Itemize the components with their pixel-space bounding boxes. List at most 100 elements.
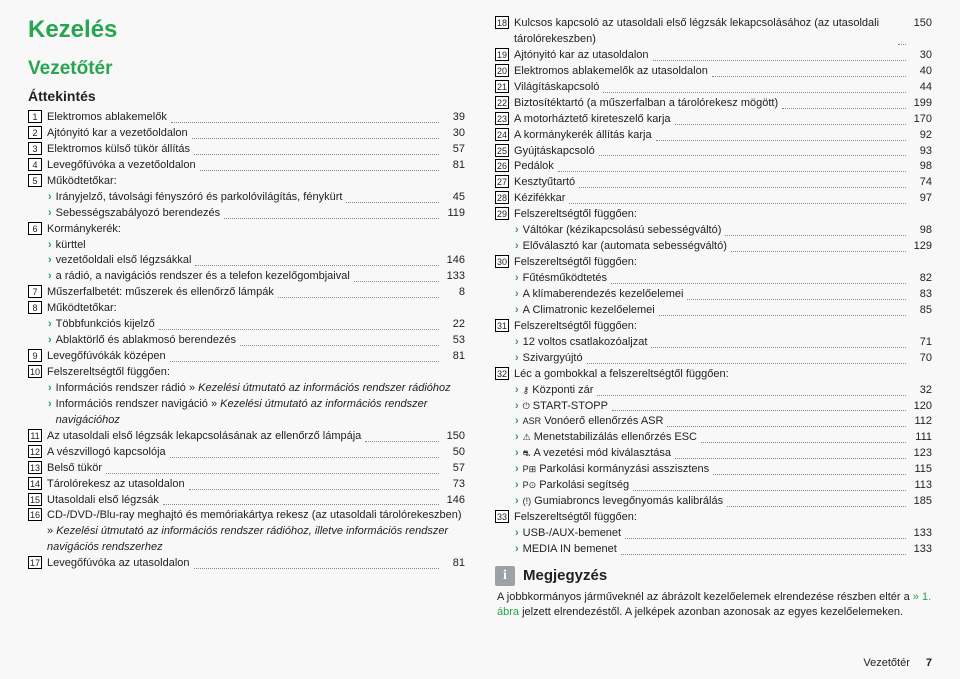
toc-page: 113 [910,478,932,494]
leader-line [611,283,906,284]
info-icon: i [495,566,515,586]
toc-page: 93 [910,144,932,160]
toc-row: 25Gyújtáskapcsoló93 [495,144,932,160]
leader-line [194,154,439,155]
toc-page: 70 [910,351,932,367]
leader-line [633,490,906,491]
toc-row: ›A Climatronic kezelőelemei85 [495,303,932,319]
toc-page: 98 [910,159,932,175]
symbol-glyph: ⚠ [523,431,531,444]
toc-page: 98 [910,223,932,239]
toc-page: 123 [910,446,932,462]
leader-line [192,138,439,139]
toc-label: CD-/DVD-/Blu-ray meghajtó és memóriakárt… [47,508,465,556]
toc-row: 3Elektromos külső tükör állítás57 [28,142,465,158]
toc-label: A klímaberendezés kezelőelemei [523,287,684,303]
toc-label: Irányjelző, távolsági fényszóró és parko… [56,190,343,206]
leader-line [612,410,906,411]
toc-page: 150 [443,429,465,445]
toc-row: 18Kulcsos kapcsoló az utasoldali első lé… [495,16,932,48]
toc-row: ›Információs rendszer rádió » Kezelési ú… [28,381,465,397]
item-number-box: 10 [28,365,42,378]
toc-row: 30Felszereltségtől függően: [495,255,932,271]
leader-line [200,170,439,171]
toc-row: 6 Kormánykerék: [28,222,465,238]
toc-page: 39 [443,110,465,126]
toc-label: Levegőfúvóka a vezetőoldalon [47,158,196,174]
toc-row: ›Szivargyújtó70 [495,351,932,367]
toc-label: Szivargyújtó [523,351,583,367]
toc-row: 24A kormánykerék állítás karja92 [495,128,932,144]
note-text: A jobbkormányos járműveknél az ábrázolt … [495,590,932,621]
toc-label: MEDIA IN bemenet [523,542,617,558]
arrow-icon: › [515,399,519,415]
leader-line [354,281,439,282]
leader-line [278,297,439,298]
toc-row: 22Biztosítéktartó (a műszerfalban a táro… [495,96,932,112]
leader-line [240,345,439,346]
toc-label: START-STOPP [533,399,608,415]
toc-page: 119 [443,206,465,222]
toc-row: ›Fűtésműködtetés82 [495,271,932,287]
toc-label: Kézifékkar [514,191,565,207]
toc-label: Váltókar (kézikapcsolású sebességváltó) [523,223,722,239]
leader-line [224,218,439,219]
toc-row: ›kürttel [28,238,465,254]
subsection-title: Áttekintés [28,88,465,104]
toc-page: 73 [443,477,465,493]
toc-row: ›P⊞Parkolási kormányzási asszisztens115 [495,462,932,478]
toc-row: 29Felszereltségtől függően: [495,207,932,223]
toc-row: ›a rádió, a navigációs rendszer és a tel… [28,269,465,285]
arrow-icon: › [48,317,52,333]
toc-page: 146 [443,493,465,509]
toc-label: Az utasoldali első légzsák lekapcsolásán… [47,429,361,445]
toc-page: 8 [443,285,465,301]
toc-label: Kormánykerék: [47,222,121,238]
leader-line [713,474,906,475]
toc-page: 81 [443,158,465,174]
toc-row: ›A klímaberendezés kezelőelemei83 [495,287,932,303]
toc-label: Központi zár [532,383,593,399]
arrow-icon: › [48,333,52,349]
toc-page: 150 [910,16,932,32]
toc-page: 57 [443,142,465,158]
item-number-box: 1 [28,110,42,123]
arrow-icon: › [515,287,519,303]
toc-label: 12 voltos csatlakozóaljzat [523,335,648,351]
toc-row: 19Ajtónyitó kar az utasoldalon30 [495,48,932,64]
toc-label: Elektromos külső tükör állítás [47,142,190,158]
toc-label: Utasoldali első légzsák [47,493,159,509]
toc-label: Léc a gombokkal a felszereltségtől függő… [514,367,729,383]
symbol-glyph: P⊙ [523,479,537,492]
arrow-icon: › [515,462,519,478]
footer-section: Vezetőtér [863,657,909,669]
arrow-icon: › [515,303,519,319]
toc-label: a rádió, a navigációs rendszer és a tele… [56,269,350,285]
toc-label: kürttel [56,238,86,254]
toc-page: 85 [910,303,932,319]
toc-label: Felszereltségtől függően: [514,319,637,335]
arrow-icon: › [515,430,519,446]
toc-row: ›Előválasztó kar (automata sebességváltó… [495,239,932,255]
item-number-box: 8 [28,301,42,314]
leader-line [898,44,906,45]
item-number-box: 21 [495,80,509,93]
toc-label: Többfunkciós kijelző [56,317,155,333]
leader-line [667,426,906,427]
arrow-icon: › [48,190,52,206]
symbol-glyph: ⚷ [523,384,530,397]
item-number-box: 6 [28,222,42,235]
item-number-box: 16 [28,508,42,521]
leader-line [782,108,906,109]
item-number-box: 26 [495,159,509,172]
toc-label: A vészvillogó kapcsolója [47,445,166,461]
arrow-icon: › [515,446,519,462]
toc-label: Információs rendszer rádió » Kezelési út… [56,381,451,397]
toc-row: 11Az utasoldali első légzsák lekapcsolás… [28,429,465,445]
toc-row: ›USB-/AUX-bemenet133 [495,526,932,542]
page-footer: Vezetőtér 7 [863,657,932,669]
toc-page: 92 [910,128,932,144]
leader-line [653,60,906,61]
leader-line [587,363,906,364]
leader-line [579,187,906,188]
